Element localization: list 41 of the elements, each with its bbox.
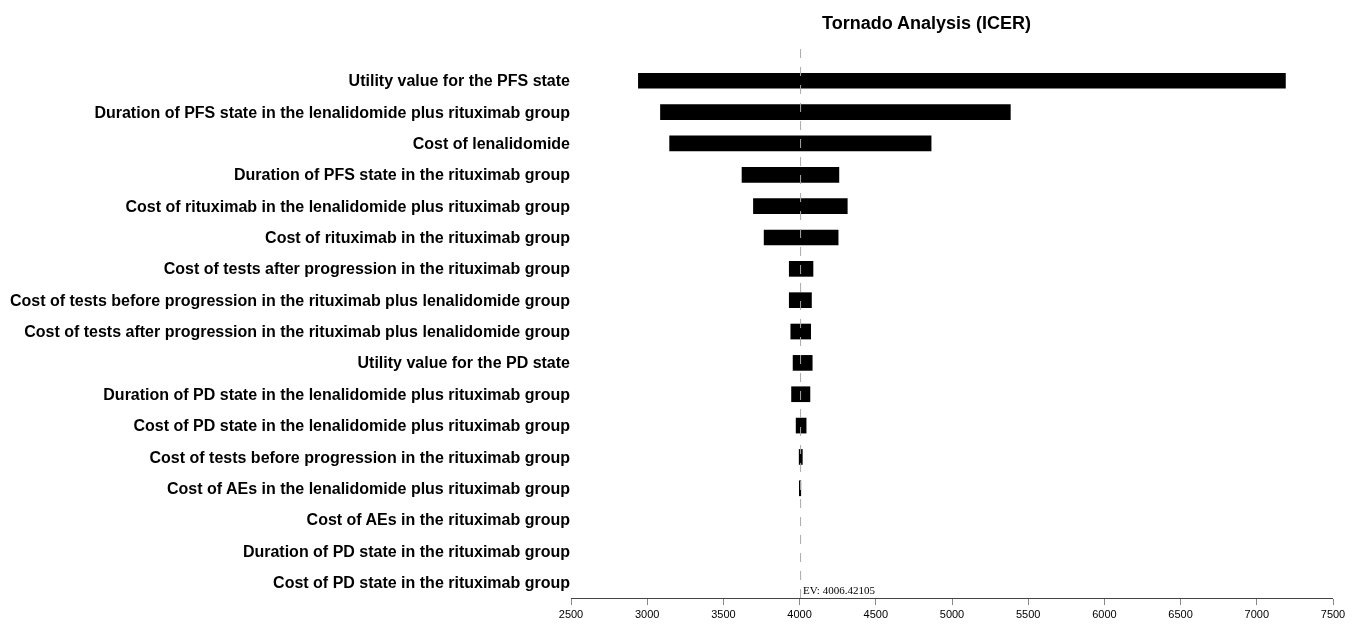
bar [788,261,814,277]
y-tick-label: Cost of PD state in the rituximab group [273,573,571,591]
bar [660,104,1011,120]
y-tick-label: Cost of PD state in the lenalidomide plus rituximab group [133,417,571,435]
bar [669,135,932,152]
bar [791,386,811,403]
bar [763,229,839,246]
bar [792,355,813,371]
bar [638,72,1286,89]
y-tick-label: Duration of PD state in the lenalidomide plus rituximab group [103,385,571,403]
ref-line-label: EV: 4006.42105 [803,584,876,596]
x-tick-label: 2500 [558,608,584,621]
y-tick-label: Cost of AEs in the lenalidomide plus rituximab group [167,479,571,497]
bar [790,323,812,340]
y-tick-label: Duration of PFS state in the rituximab group [233,166,571,184]
y-tick-label: Cost of lenalidomide [412,135,571,153]
y-tick-label: Utility value for the PFS state [348,72,571,90]
x-tick-label: 3000 [634,608,660,621]
x-tick-label: 6000 [1092,608,1117,621]
bar [753,198,848,214]
x-tick-label: 4000 [787,608,812,621]
x-tick-label: 5000 [939,608,965,621]
x-tick-label: 6500 [1168,608,1193,621]
y-tick-label: Cost of tests before progression in the rituximab plus lenalidomide group [9,291,571,309]
y-tick-label: Cost of AEs in the rituximab group [306,511,571,529]
y-tick-label: Duration of PFS state in the lenalidomide plus rituximab group [94,103,571,121]
y-tick-label: Duration of PD state in the rituximab group [242,542,571,560]
bar [741,166,840,183]
x-tick-label: 3500 [711,608,736,621]
x-tick-label: 7500 [1320,608,1346,621]
y-tick-label: Cost of tests before progression in the rituximab group [149,448,571,466]
x-tick-label: 4500 [863,608,889,621]
bar [788,292,812,309]
y-tick-label: Utility value for the PD state [357,354,571,372]
y-tick-label: Cost of rituximab in the lenalidomide plus rituximab group [125,197,571,215]
y-tick-label: Cost of tests after progression in the rituximab plus lenalidomide group [24,323,571,341]
y-tick-label: Cost of tests after progression in the rituximab group [163,260,571,278]
y-tick-label: Cost of rituximab in the rituximab group [265,229,571,247]
x-tick-label: 5500 [1015,608,1041,621]
chart-title: Tornado Analysis (ICER) [821,12,1032,33]
x-tick-label: 7000 [1244,608,1270,621]
